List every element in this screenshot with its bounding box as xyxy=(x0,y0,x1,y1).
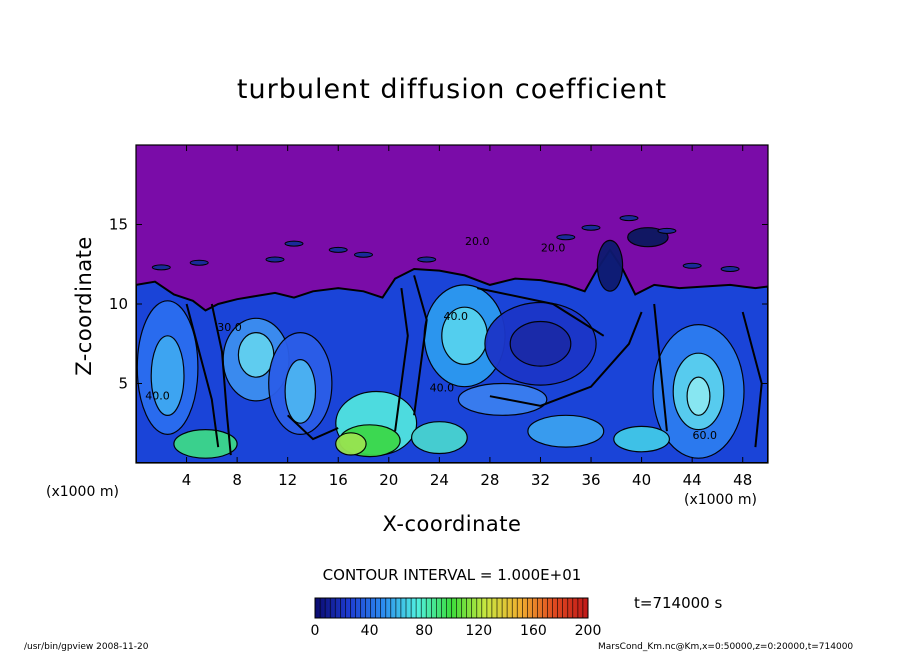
contour-line xyxy=(489,311,643,407)
x-tick-label: 44 xyxy=(683,471,702,489)
contour-patch xyxy=(619,215,639,222)
plot-area xyxy=(136,145,768,463)
x-tick-label: 20 xyxy=(379,471,398,489)
colorbar-tick-label: 40 xyxy=(361,623,379,639)
contour-line xyxy=(741,311,763,448)
contour-patch xyxy=(682,262,702,269)
contour-patch xyxy=(151,264,171,271)
y-tick-label: 10 xyxy=(109,295,128,313)
contour-line xyxy=(477,287,605,337)
colorbar-tick-label: 80 xyxy=(415,623,433,639)
contour-line xyxy=(287,414,339,441)
eddy-region xyxy=(150,335,185,417)
eddy-region xyxy=(686,376,711,416)
contour-patch xyxy=(417,256,437,263)
x-tick-label: 32 xyxy=(531,471,550,489)
y-tick-label: 15 xyxy=(109,216,128,234)
contour-line xyxy=(185,303,220,448)
colorbar-tick-label: 160 xyxy=(520,623,547,639)
contour-line xyxy=(653,303,668,432)
contour-line xyxy=(210,303,232,456)
x-tick-label: 24 xyxy=(430,471,449,489)
contour-patch xyxy=(657,227,677,234)
x-tick-label: 12 xyxy=(278,471,297,489)
eddy-region xyxy=(596,239,624,292)
eddy-region xyxy=(237,332,275,378)
contour-patch xyxy=(265,256,285,263)
x-tick-label: 40 xyxy=(632,471,651,489)
contour-value-label: 40.0 xyxy=(145,389,170,402)
eddy-region xyxy=(509,320,572,367)
contour-value-label: 40.0 xyxy=(444,310,469,323)
chart-title: turbulent diffusion coefficient xyxy=(236,74,668,105)
eddy-region xyxy=(284,359,317,424)
contour-patch xyxy=(720,266,740,272)
eddy-region xyxy=(173,429,238,459)
contour-value-label: 60.0 xyxy=(693,429,718,442)
eddy-region xyxy=(613,425,670,453)
contour-patch xyxy=(581,224,601,231)
contour-value-label: 20.0 xyxy=(465,235,490,248)
contour-labels: 20.0 20.0 40.0 40.0 60.0 40.0 30.0 xyxy=(145,235,717,442)
file-info-footer: MarsCond_Km.nc@Km,x=0:50000,z=0:20000,t=… xyxy=(598,642,854,652)
x-tick-label: 28 xyxy=(480,471,499,489)
x-axis-label: X-coordinate xyxy=(382,512,522,536)
y-tick-label: 5 xyxy=(118,375,128,393)
contour-patch xyxy=(328,246,348,253)
contour-interval-note: CONTOUR INTERVAL = 1.000E+01 xyxy=(322,566,582,584)
contour-patch xyxy=(354,251,373,258)
contour-value-label: 30.0 xyxy=(217,321,242,334)
contour-value-label: 20.0 xyxy=(541,242,566,255)
colorbar: 0 40 80 120 160 200 xyxy=(311,597,602,639)
eddy-region xyxy=(527,414,605,448)
x-tick-label: 4 xyxy=(182,471,192,489)
contour-line xyxy=(413,275,428,416)
program-footer: /usr/bin/gpview 2008-11-20 xyxy=(24,642,149,652)
eddy-region xyxy=(411,421,468,455)
eddy-region xyxy=(335,432,367,456)
contour-patch xyxy=(556,234,576,241)
contour-value-label: 40.0 xyxy=(430,381,455,394)
contour-patch xyxy=(284,240,304,247)
x-unit-label-left: (x1000 m) xyxy=(46,484,119,500)
x-tick-label: 16 xyxy=(329,471,348,489)
colorbar-tick-label: 120 xyxy=(465,623,492,639)
x-tick-label: 8 xyxy=(232,471,242,489)
contour-patch xyxy=(189,259,209,266)
x-tick-label: 48 xyxy=(733,471,752,489)
colorbar-tick-label: 0 xyxy=(311,623,320,639)
eddy-region xyxy=(627,227,669,248)
x-unit-label-right: (x1000 m) xyxy=(684,492,757,508)
x-tick-label: 36 xyxy=(581,471,600,489)
contour-line xyxy=(394,287,409,432)
time-label: t=714000 s xyxy=(634,594,723,612)
colorbar-tick-label: 200 xyxy=(575,623,602,639)
